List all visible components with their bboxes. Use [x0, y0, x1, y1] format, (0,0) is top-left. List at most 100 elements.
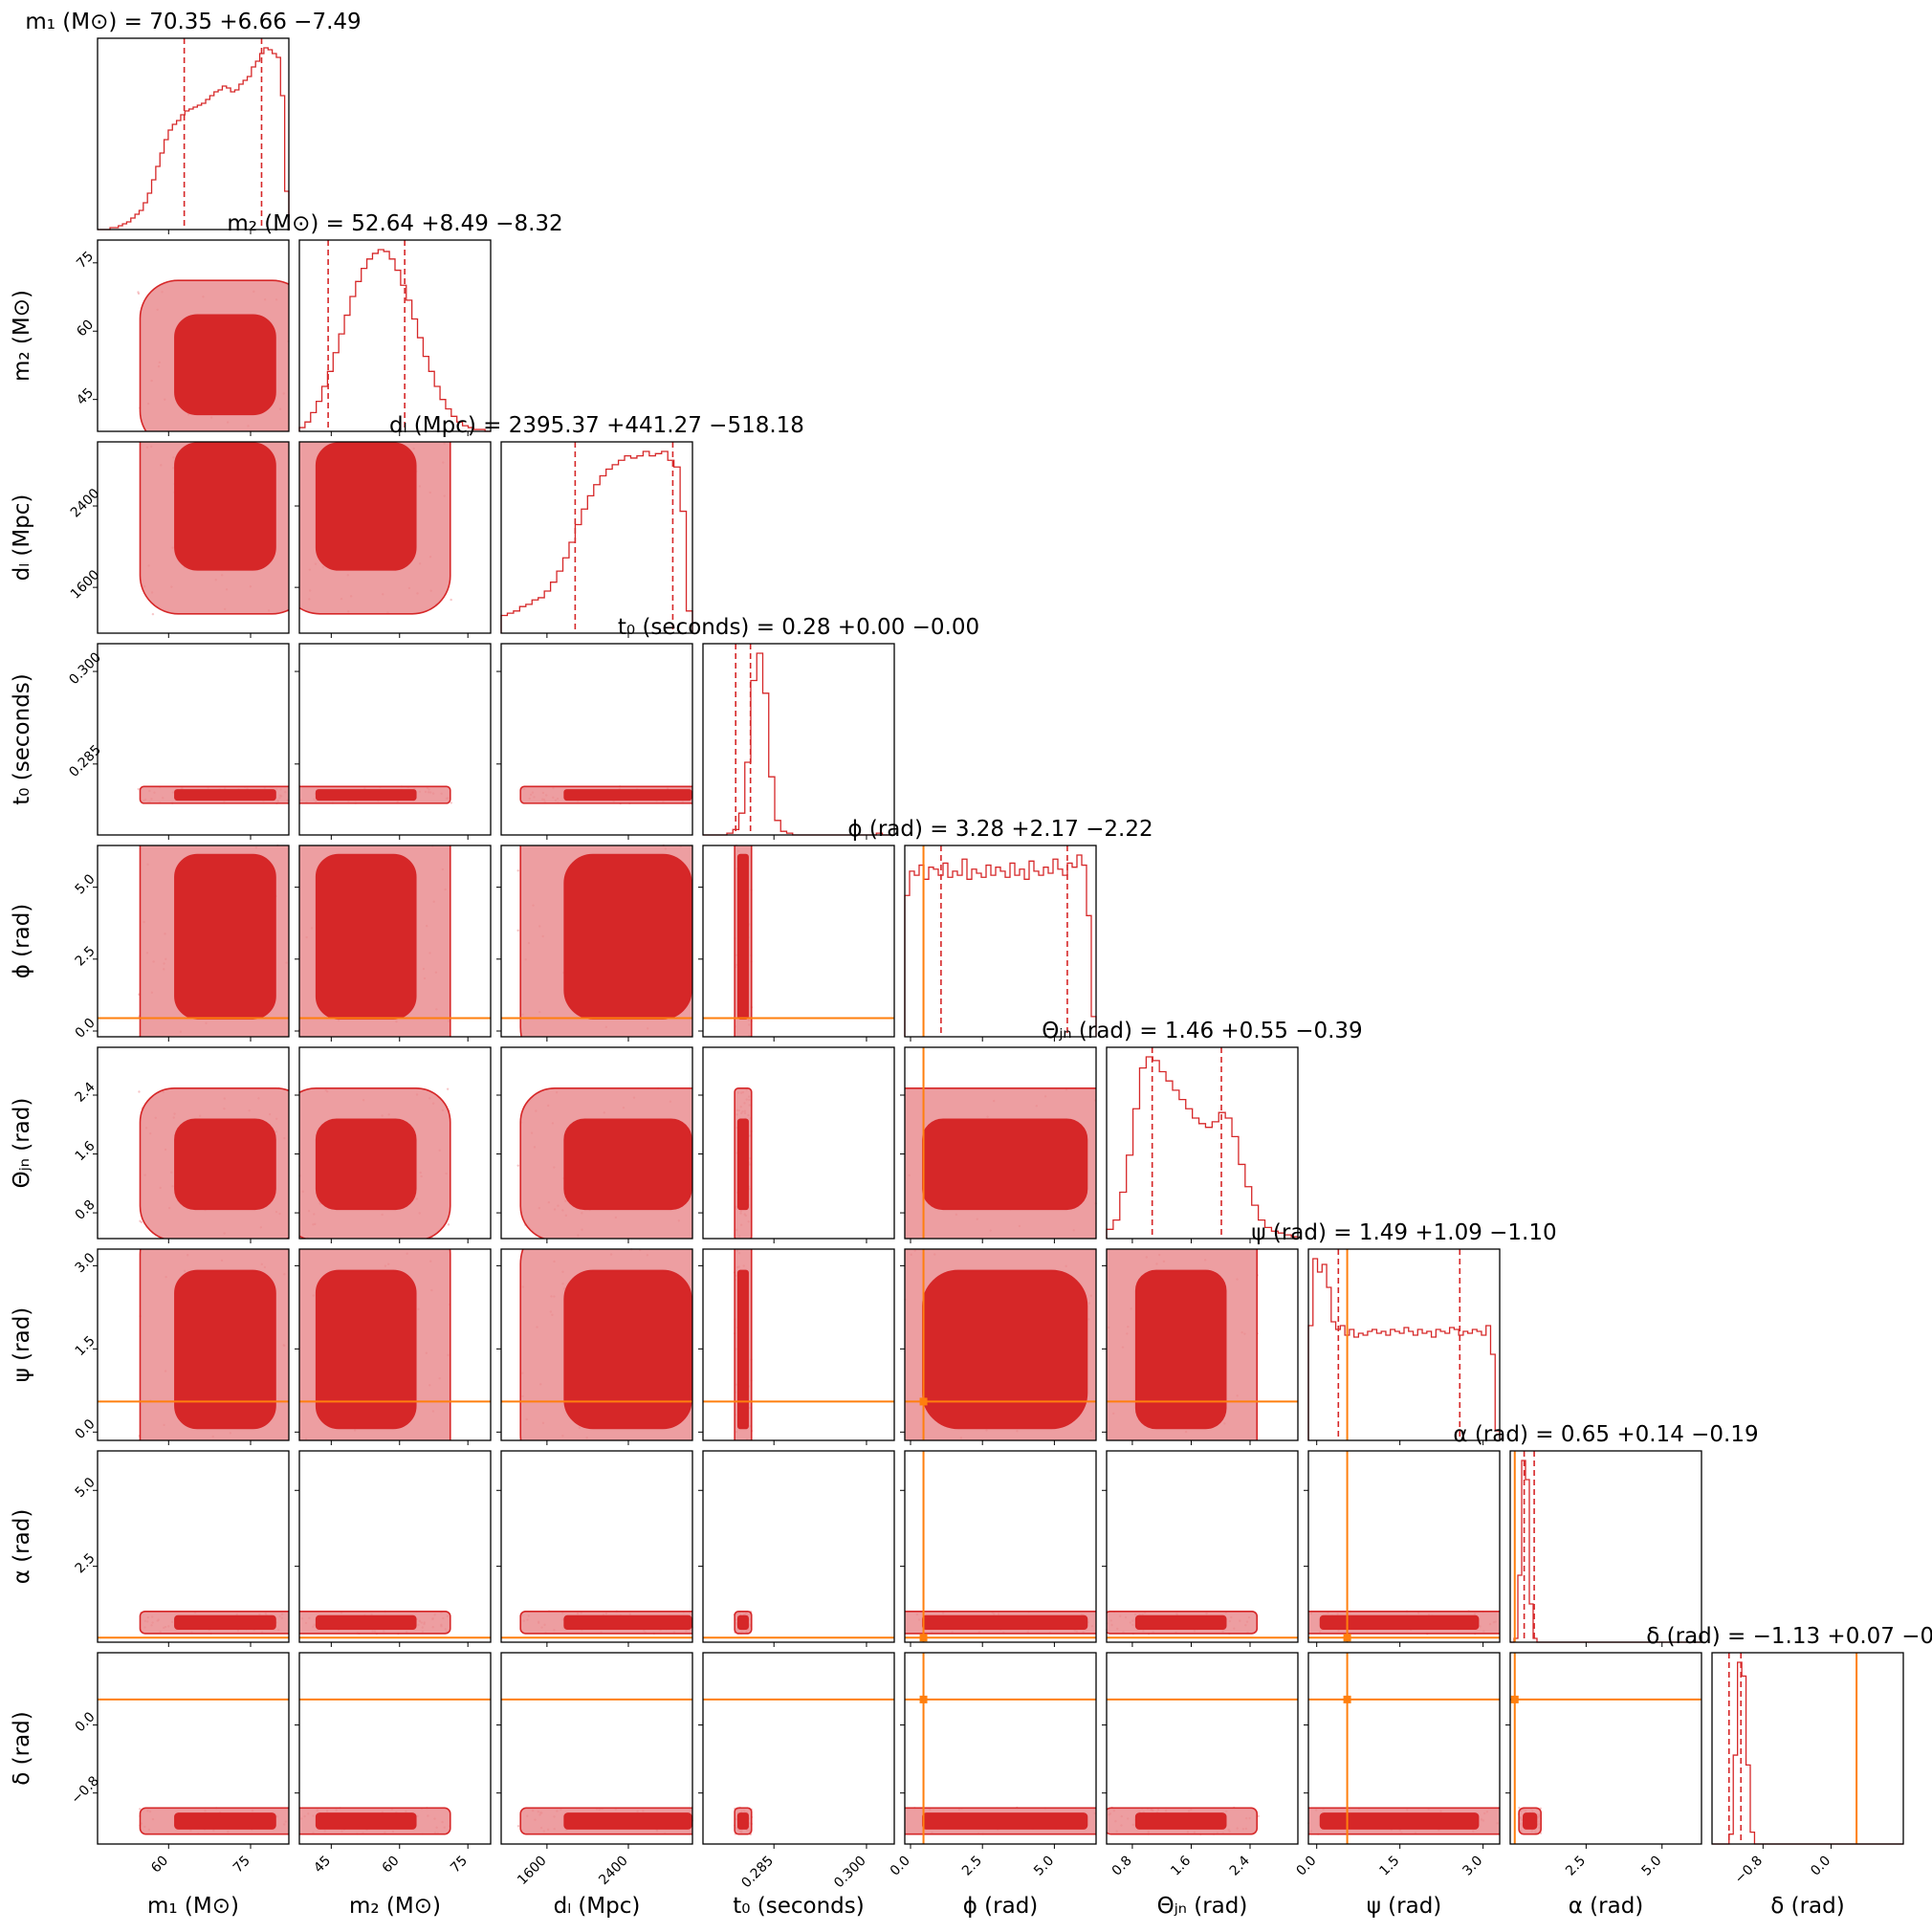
y-tick-label: 0.8 — [73, 1197, 99, 1223]
y-tick-label: 45 — [74, 385, 97, 408]
contour-level — [1134, 1614, 1227, 1630]
x-tick-label: 5.0 — [1639, 1854, 1665, 1879]
panel-m1-alpha: 2.5 5.0 — [73, 1450, 290, 1647]
histogram-theta: Θⱼₙ (rad) = 1.46 +0.55 −0.39 — [1042, 1019, 1363, 1243]
panel-t0-phi — [698, 844, 895, 1042]
x-tick-label: 60 — [380, 1854, 403, 1877]
hist-line — [904, 854, 1097, 1037]
y-tick-label: 1.5 — [73, 1333, 99, 1359]
x-tick-label: 2.4 — [1227, 1853, 1253, 1878]
contour-level — [315, 1812, 417, 1830]
contour-level — [174, 314, 276, 416]
panel-dL-alpha — [496, 1450, 693, 1647]
contours — [299, 845, 451, 1037]
contour-level — [174, 1269, 276, 1430]
x-tick-label: 0.0 — [1293, 1854, 1319, 1879]
panel-frame — [500, 1450, 693, 1643]
contours — [299, 442, 451, 615]
histogram-phi: ϕ (rad) = 3.28 +2.17 −2.22 — [847, 817, 1153, 1042]
x-axis-label-m1: m₁ (M⊙) — [147, 1894, 239, 1919]
sample-point — [447, 1223, 450, 1226]
panel-phi-alpha — [900, 1450, 1097, 1647]
contour-level — [736, 1269, 749, 1430]
panel-dL-theta — [496, 1046, 693, 1243]
contour-level — [563, 789, 692, 801]
panel-frame — [1509, 1450, 1702, 1643]
sample-point — [516, 1825, 520, 1828]
panel-frame — [97, 845, 290, 1038]
contour-level — [922, 1118, 1088, 1211]
panel-title: dₗ (Mpc) = 2395.37 +441.27 −518.18 — [389, 413, 804, 438]
x-tick-label: 2.5 — [1563, 1854, 1589, 1879]
panel-dL-t0 — [496, 643, 693, 840]
x-axis-label-dL: dₗ (Mpc) — [554, 1894, 641, 1919]
panel-frame — [500, 441, 693, 634]
contour-level — [736, 1614, 749, 1630]
panel-m1-delta: 60 75−0.80.0 — [68, 1652, 290, 1876]
truth-marker — [1510, 1695, 1519, 1703]
contour-level — [922, 1812, 1088, 1830]
y-tick-label: 0.300 — [66, 649, 104, 688]
y-axis-label-psi: ψ (rad) — [10, 1307, 34, 1383]
panel-frame — [298, 643, 492, 836]
histogram-psi: ψ (rad) = 1.49 +1.09 −1.10 — [1251, 1220, 1557, 1445]
panel-m1-psi: 0.0 1.5 3.0 — [73, 1248, 290, 1445]
panel-phi-psi — [900, 1248, 1097, 1445]
x-tick-label: 75 — [448, 1854, 471, 1877]
axis-labels: m₁ (M⊙) m₂ (M⊙) dₗ (Mpc) t₀ (seconds) ϕ (rad… — [10, 290, 1845, 1919]
contour-level — [736, 1118, 749, 1211]
y-tick-label: 3.0 — [73, 1250, 99, 1276]
x-tick-label: 3.0 — [1460, 1854, 1485, 1879]
contour-level — [174, 1118, 276, 1211]
panel-frame — [500, 845, 693, 1038]
y-axis-label-delta: δ (rad) — [10, 1711, 34, 1785]
panel-frame — [702, 1450, 895, 1643]
contours — [299, 1087, 451, 1239]
sample-point — [139, 1219, 142, 1222]
contours — [905, 1807, 1096, 1835]
panel-frame — [1106, 1046, 1299, 1240]
y-tick-label: 2.4 — [73, 1080, 99, 1106]
contour-level — [563, 1614, 692, 1630]
panel-frame — [904, 845, 1097, 1038]
contours — [905, 1249, 1096, 1440]
sample-point — [446, 1087, 450, 1090]
panel-title: ψ (rad) = 1.49 +1.09 −1.10 — [1251, 1220, 1556, 1245]
contours — [734, 1611, 753, 1635]
contours — [1518, 1807, 1542, 1835]
panel-frame — [500, 1046, 693, 1240]
panel-frame — [97, 1248, 290, 1441]
contour-level — [315, 442, 417, 571]
panel-frame — [1711, 1652, 1904, 1845]
contour-level — [174, 789, 276, 801]
contours — [1308, 1807, 1500, 1835]
truth-marker — [1343, 1634, 1351, 1642]
y-tick-label: 2.5 — [73, 1550, 99, 1576]
panel-m2-t0 — [295, 643, 492, 840]
panel-phi-theta — [900, 1046, 1097, 1243]
truth-marker — [919, 1634, 928, 1642]
contour-level — [563, 1269, 692, 1430]
y-axis-label-t0: t₀ (seconds) — [10, 673, 34, 805]
panel-psi-alpha — [1304, 1450, 1501, 1647]
contour-level — [563, 1118, 692, 1211]
contour-level — [736, 853, 749, 1020]
y-axis-label-dL: dₗ (Mpc) — [10, 494, 34, 582]
y-tick-label: 0.0 — [73, 1016, 99, 1042]
truth-marker — [919, 1695, 928, 1703]
sample-point — [516, 929, 519, 933]
contours — [519, 1807, 692, 1835]
contour-level — [922, 1269, 1088, 1430]
panel-frame — [97, 1046, 290, 1240]
x-tick-label: 1600 — [515, 1854, 550, 1889]
sample-point — [450, 801, 453, 804]
panel-dL-delta: 1600 2400 — [496, 1652, 693, 1889]
y-tick-label: 2.5 — [73, 943, 99, 969]
panel-m2-psi — [295, 1248, 492, 1445]
contours — [139, 845, 289, 1037]
contours — [519, 1087, 692, 1239]
contours — [734, 1249, 753, 1440]
contour-level — [736, 1812, 749, 1830]
histogram-delta: δ (rad) = −1.13 +0.07 −0.07 −0.8 0.0 — [1646, 1624, 1932, 1887]
